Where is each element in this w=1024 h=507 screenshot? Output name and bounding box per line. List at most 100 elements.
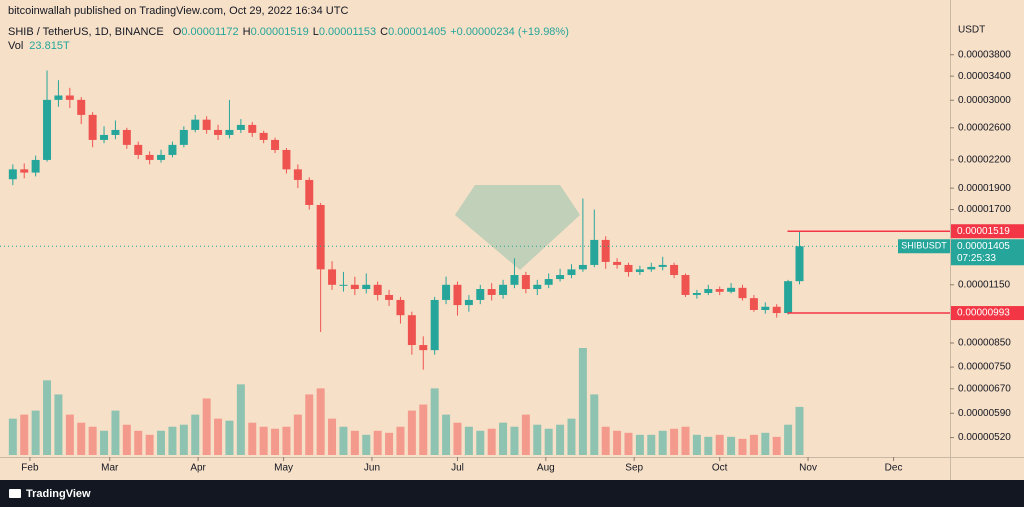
candle-body (692, 293, 701, 295)
volume-bar (236, 384, 245, 455)
candle-body (259, 132, 268, 140)
symbol: SHIB / TetherUS, 1D, BINANCE (8, 26, 164, 38)
volume-bar (259, 426, 268, 455)
ohlc-item: C0.00001405 (380, 26, 446, 38)
candle-body (43, 99, 52, 160)
ohlc-value: 0.00001153 (318, 26, 377, 38)
candle-body (271, 139, 280, 150)
candle-body (533, 284, 542, 290)
volume-bar (54, 394, 63, 455)
volume-bar (8, 418, 17, 455)
volume-bar (350, 430, 359, 455)
volume-bar (396, 426, 405, 455)
volume-bar (385, 432, 394, 455)
candle-body (293, 169, 302, 180)
candle-body (350, 284, 359, 290)
candle-body (578, 264, 587, 270)
price-label-box (951, 306, 1024, 321)
volume-bar (487, 428, 496, 455)
candle-body (487, 289, 496, 295)
volume-bar (510, 426, 519, 455)
volume-bar (134, 430, 143, 455)
candle-body (567, 269, 576, 276)
candle-body (510, 275, 519, 285)
x-tick-label: Apr (190, 463, 206, 474)
candle-body (236, 124, 245, 130)
y-tick-label: 0.00002600 (958, 122, 1011, 133)
volume-bar (499, 422, 508, 455)
volume-bar (419, 404, 428, 455)
last-price-label: 0.00001405 (957, 241, 1010, 252)
ohlc-item: O0.00001172 (173, 26, 239, 38)
y-tick-label: 0.00001150 (958, 279, 1011, 290)
volume-bar (761, 432, 770, 455)
candle-body (214, 129, 223, 135)
volume-bar (453, 422, 462, 455)
candle-body (499, 284, 508, 295)
y-tick-label: 0.00003000 (958, 95, 1011, 106)
volume-bar (635, 434, 644, 455)
volume-bar (692, 434, 701, 455)
y-tick-label: 0.00000670 (958, 383, 1011, 394)
x-tick-label: Sep (625, 463, 643, 474)
volume-bar (271, 428, 280, 455)
volume-bar (111, 410, 120, 455)
volume-bar (601, 426, 610, 455)
candle-body (328, 269, 337, 285)
price-label: 0.00000993 (957, 308, 1010, 319)
price-label-box (951, 224, 1024, 239)
currency-label: USDT (958, 25, 985, 36)
candle-body (54, 95, 63, 100)
candle-body (225, 129, 234, 135)
candle-body (362, 284, 371, 290)
candle-body (590, 239, 599, 265)
volume-bar (145, 434, 154, 455)
candle-body (761, 306, 770, 310)
volume-bar (328, 418, 337, 455)
candle-body (670, 264, 679, 276)
ohlc-key: C (380, 26, 389, 38)
volume-bar (624, 432, 633, 455)
volume-bar (168, 426, 177, 455)
volume-bar (122, 424, 131, 455)
candle-body (635, 269, 644, 273)
ticker-label: SHIBUSDT (901, 241, 947, 251)
candle-body (385, 294, 394, 300)
x-tick-label: Aug (537, 463, 555, 474)
candle-body (111, 129, 120, 135)
background (0, 0, 1024, 480)
candle-body (704, 289, 713, 294)
x-tick-label: Nov (799, 463, 817, 474)
ohlc-key: O (172, 26, 182, 38)
volume-bar (670, 428, 679, 455)
volume-bar (795, 406, 804, 455)
candle-body (601, 239, 610, 262)
y-tick-label: 0.00000750 (958, 362, 1011, 373)
candle-body (407, 315, 416, 346)
candle-body (795, 246, 804, 282)
published: bitcoinwallah published on TradingView.c… (8, 5, 349, 17)
candle-body (658, 264, 667, 267)
volume-bar (407, 410, 416, 455)
ohlc-value: 0.00001519 (250, 26, 309, 38)
countdown: 07:25:33 (957, 253, 996, 264)
x-tick-label: Dec (885, 463, 903, 474)
candle-body (8, 169, 17, 180)
volume-bar (316, 388, 325, 455)
ohlc-key: H (242, 26, 251, 38)
volume-bar (476, 430, 485, 455)
ticker-box (898, 239, 950, 254)
volume-bar (202, 398, 211, 455)
candle-body (396, 299, 405, 316)
volume-bar (20, 414, 29, 455)
volume-bar (442, 414, 451, 455)
volume-bar (339, 426, 348, 455)
published-line: bitcoinwallah published on TradingView.c… (8, 5, 354, 17)
candle-body (464, 299, 473, 306)
candle-body (749, 298, 758, 310)
candle-body (556, 275, 565, 280)
candle-body (168, 144, 177, 155)
brand: TradingView (26, 488, 91, 500)
candle-body (647, 266, 656, 270)
